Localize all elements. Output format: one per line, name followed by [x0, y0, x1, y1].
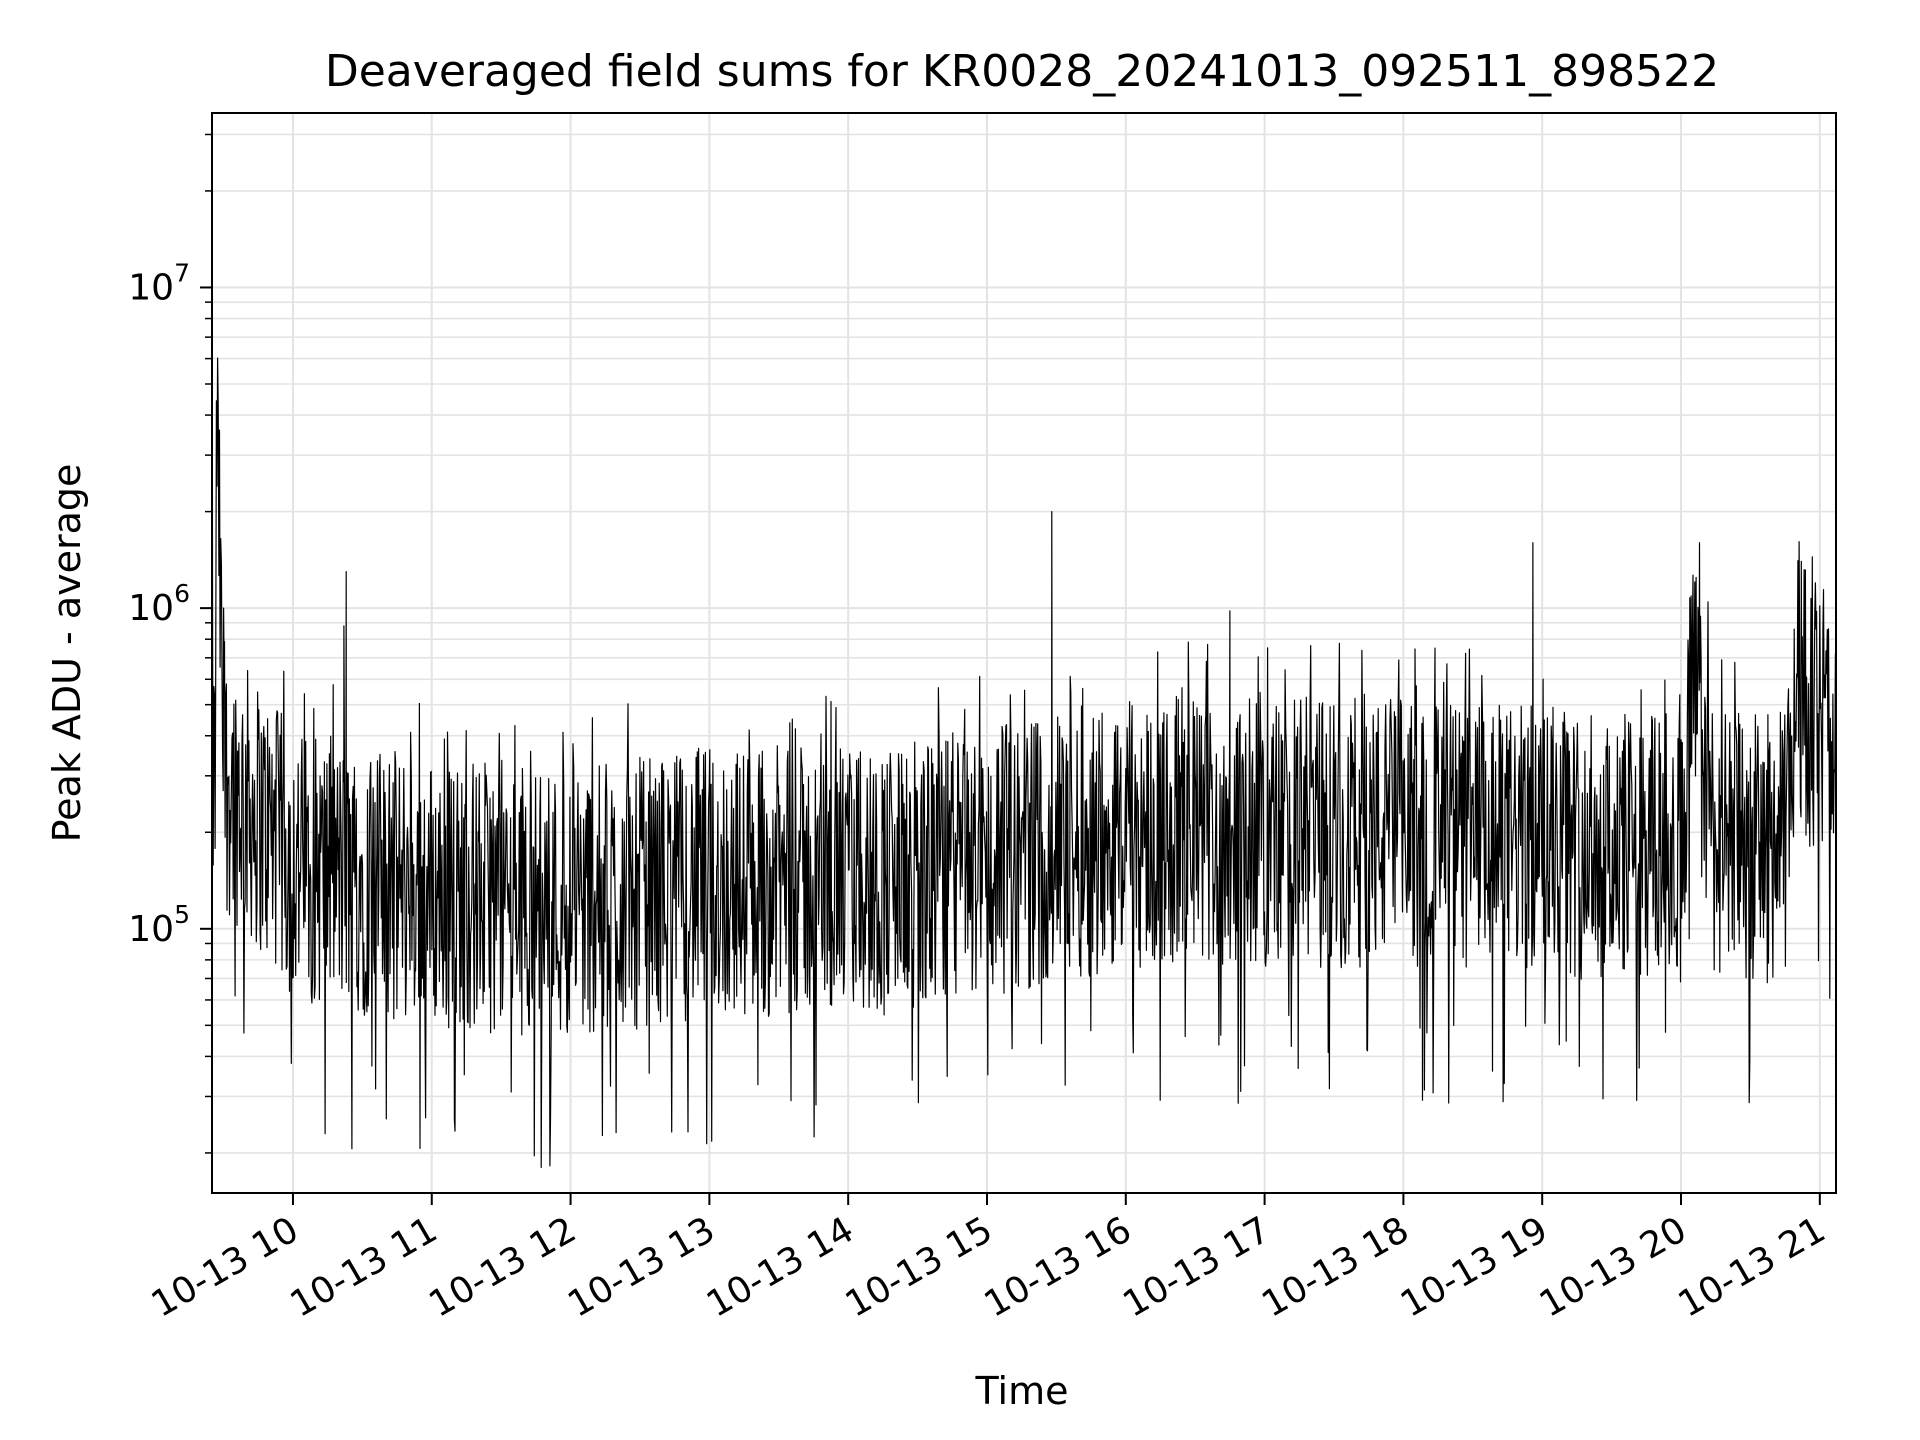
y-tick-label: 105 [128, 900, 190, 950]
y-axis-label: Peak ADU - average [45, 464, 89, 843]
y-tick-label: 106 [128, 579, 190, 629]
series-line [211, 159, 1837, 1168]
y-axis-ticks: 105 106 107 [128, 133, 212, 1154]
series-group [211, 159, 1837, 1168]
chart-title: Deaveraged field sums for KR0028_2024101… [325, 46, 1719, 97]
x-axis-label: Time [975, 1369, 1069, 1413]
y-tick-label: 107 [128, 258, 190, 308]
plot-frame [211, 112, 1837, 1194]
